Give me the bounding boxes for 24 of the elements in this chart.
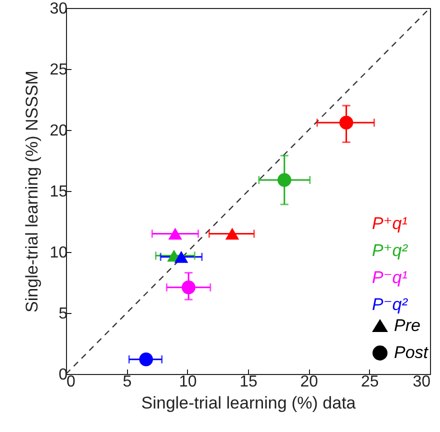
- y-tick-label: 25: [50, 62, 68, 78]
- y-tick-label: 30: [50, 0, 68, 18]
- text: P⁺q¹: [372, 214, 408, 233]
- x-tick-label: 30: [412, 374, 431, 390]
- point: [225, 228, 240, 240]
- text: P⁻q²: [372, 295, 409, 314]
- x-tick-label: 25: [360, 374, 379, 390]
- point: [174, 250, 188, 263]
- point: [278, 173, 292, 187]
- x-tick-label: 5: [122, 374, 132, 390]
- point: [139, 352, 153, 366]
- text: P⁺q²: [372, 241, 409, 260]
- x-axis-title: Single-trial learning (%) data: [141, 394, 356, 412]
- annotation: Post: [394, 343, 430, 362]
- point: [339, 116, 354, 130]
- x-tick-label: 15: [240, 374, 258, 390]
- annotation: Pre: [394, 316, 420, 335]
- x-tick-label: 20: [300, 374, 318, 390]
- point: [168, 228, 182, 240]
- x-tick-label: 10: [178, 374, 197, 390]
- y-axis-title: Single-trial learning (%) NSSSM: [22, 70, 42, 312]
- y-tick-label: 15: [50, 184, 68, 200]
- point: [182, 280, 196, 294]
- text: P⁻q¹: [372, 268, 408, 287]
